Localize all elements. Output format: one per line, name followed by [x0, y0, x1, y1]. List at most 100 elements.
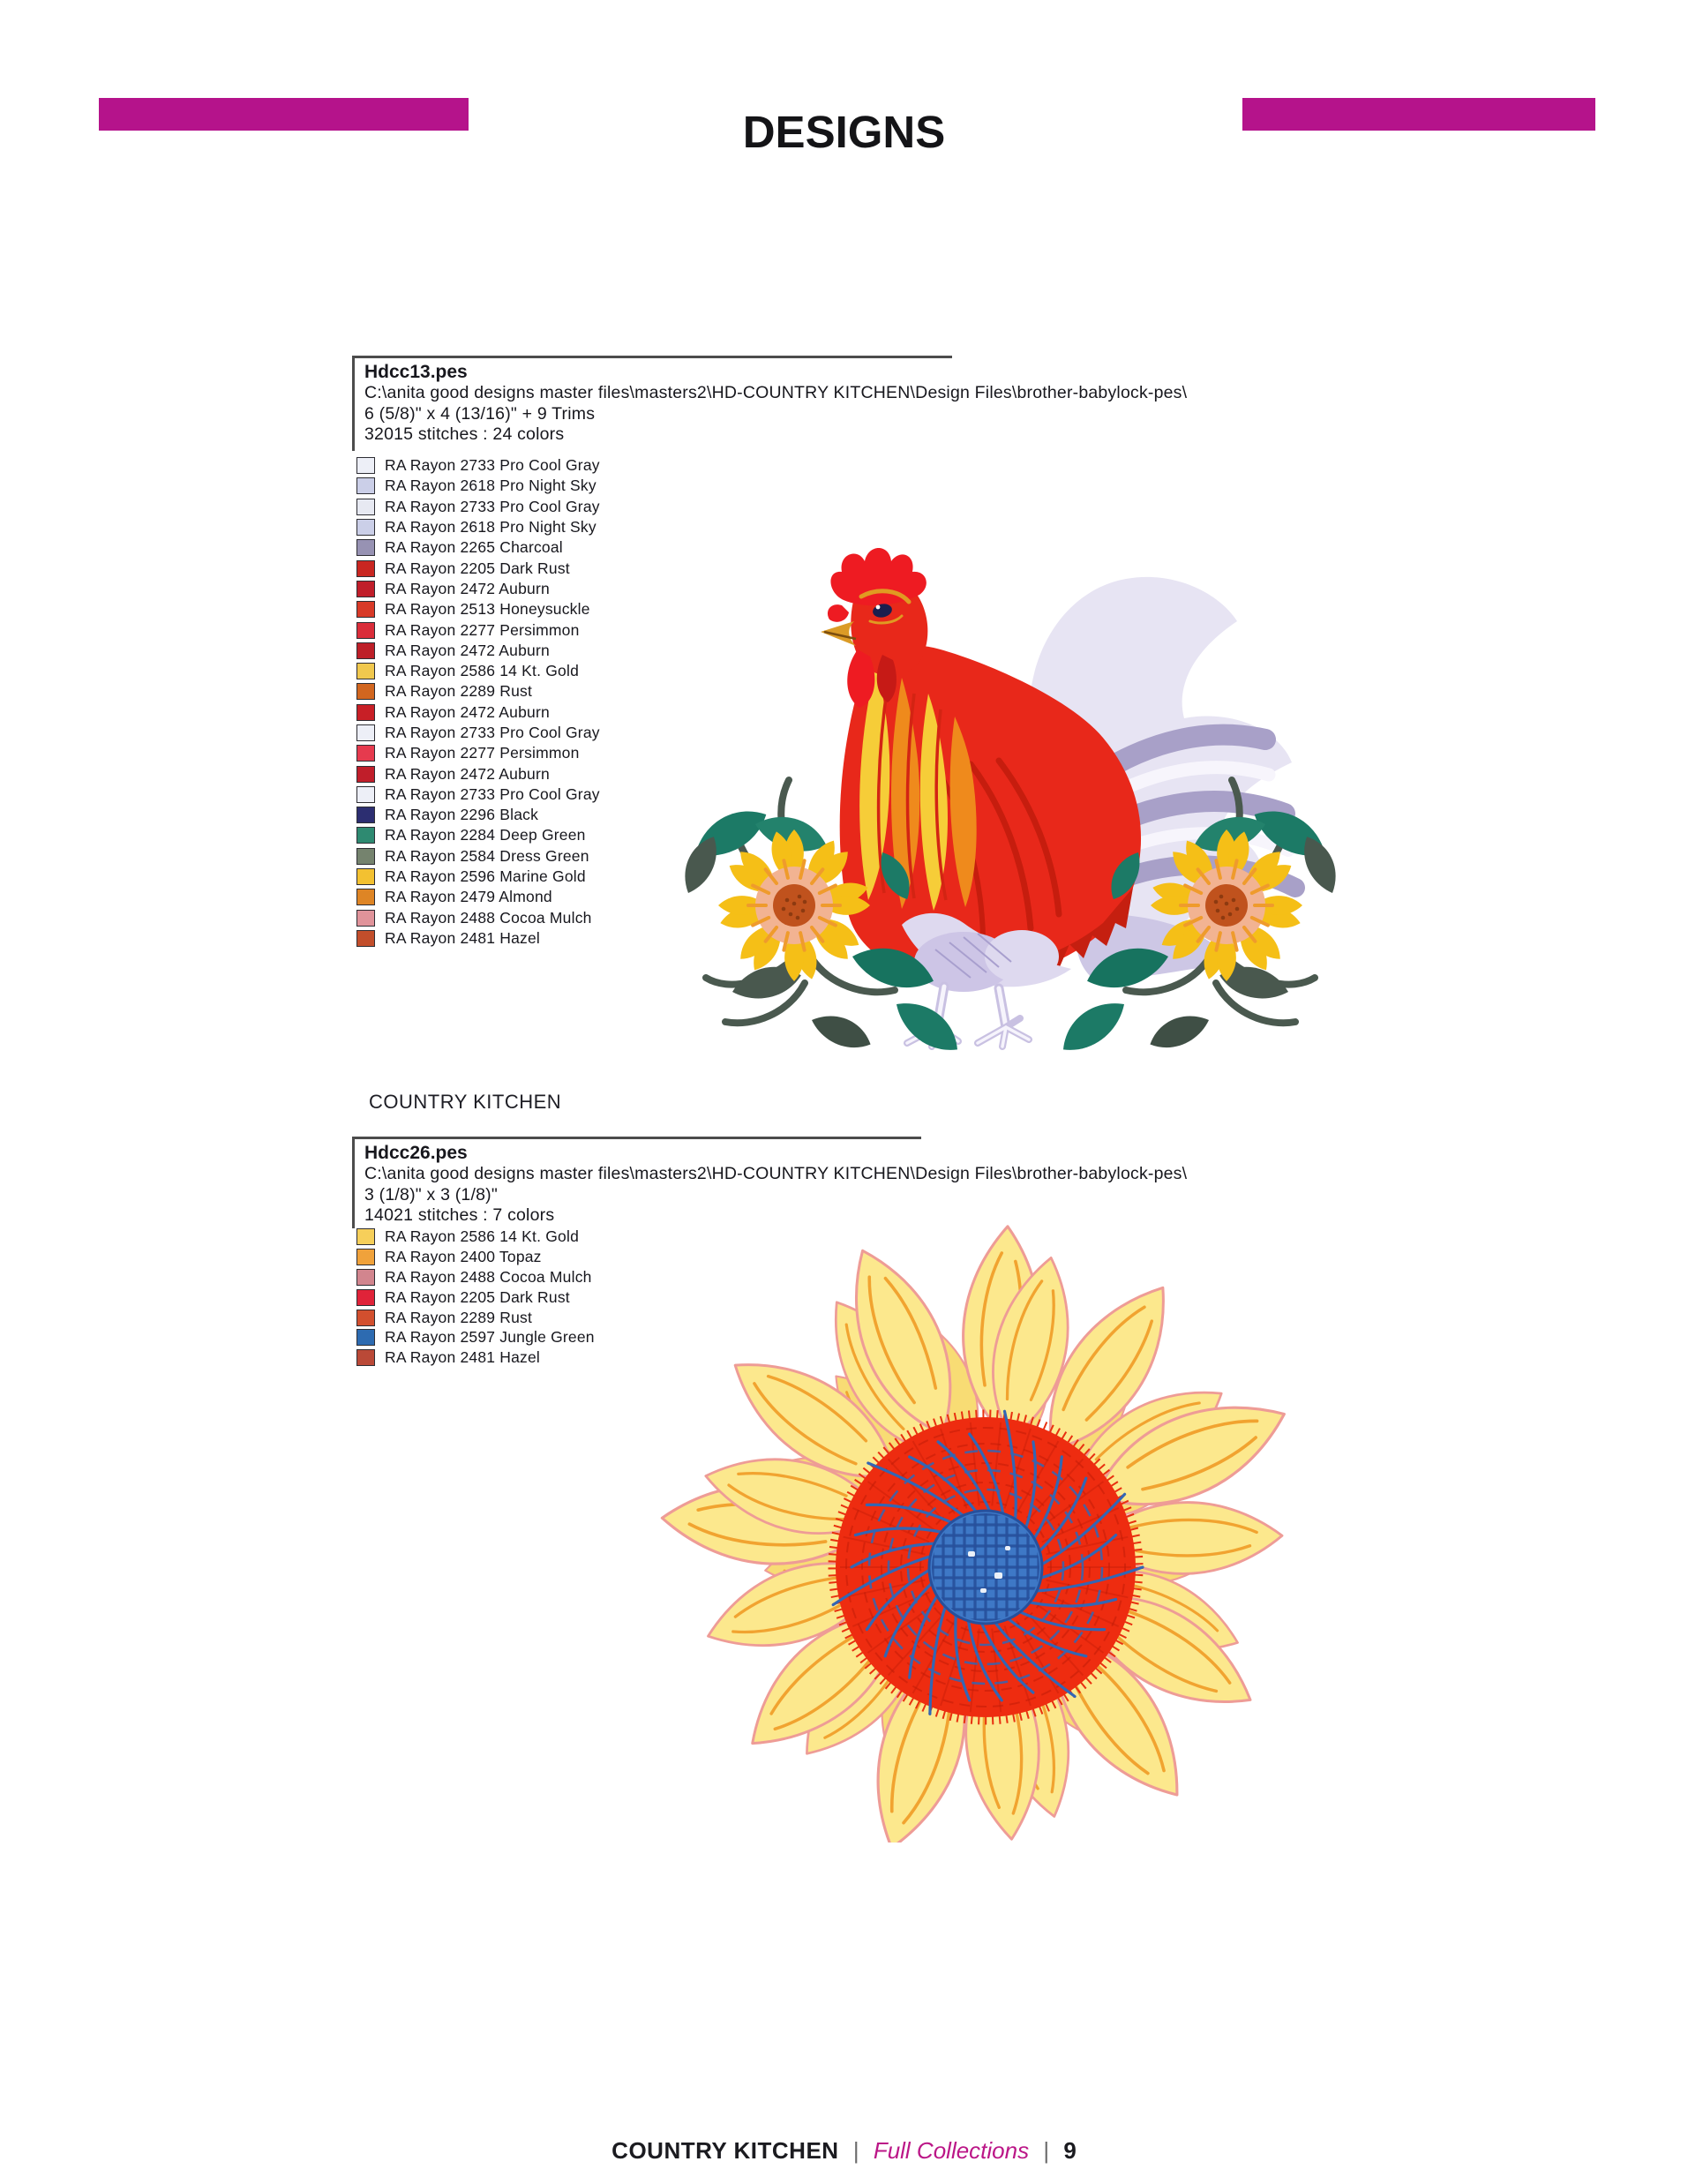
thread-color-swatch — [356, 1248, 375, 1265]
thread-row: RA Rayon 2205 Dark Rust — [356, 1287, 595, 1308]
thread-color-swatch — [356, 929, 375, 947]
wattle — [847, 649, 875, 708]
thread-label: RA Rayon 2265 Charcoal — [385, 538, 563, 557]
design-filename: Hdcc26.pes — [364, 1143, 468, 1163]
thread-label: RA Rayon 2472 Auburn — [385, 641, 550, 659]
page-title: DESIGNS — [742, 107, 946, 158]
footer-section: Full Collections — [873, 2137, 1030, 2164]
rooster-with-sunflowers-illustration — [685, 548, 1341, 1060]
thread-label: RA Rayon 2472 Auburn — [385, 702, 550, 721]
thread-row: RA Rayon 2597 Jungle Green — [356, 1327, 595, 1347]
thread-label: RA Rayon 2472 Auburn — [385, 764, 550, 783]
sunflower-illustration — [660, 1225, 1286, 1843]
thread-row: RA Rayon 2277 Persimmon — [356, 619, 600, 640]
thread-label: RA Rayon 2488 Cocoa Mulch — [385, 1267, 592, 1286]
thread-color-swatch — [356, 765, 375, 783]
thread-row: RA Rayon 2479 Almond — [356, 887, 600, 907]
thread-label: RA Rayon 2205 Dark Rust — [385, 1287, 570, 1306]
footer-collection: COUNTRY KITCHEN — [611, 2137, 839, 2164]
design2-box-top-border — [352, 1137, 921, 1139]
thread-row: RA Rayon 2481 Hazel — [356, 928, 600, 949]
thread-label: RA Rayon 2289 Rust — [385, 682, 533, 701]
thread-color-swatch — [356, 539, 375, 557]
design-filename: Hdcc13.pes — [364, 362, 468, 382]
thread-color-swatch — [356, 1227, 375, 1245]
thread-color-swatch — [356, 477, 375, 495]
thread-label: RA Rayon 2205 Dark Rust — [385, 559, 570, 577]
thread-color-swatch — [356, 1349, 375, 1367]
thread-row: RA Rayon 2488 Cocoa Mulch — [356, 1267, 595, 1287]
thread-row: RA Rayon 2289 Rust — [356, 681, 600, 702]
thread-row: RA Rayon 2472 Auburn — [356, 702, 600, 723]
thread-color-swatch — [356, 703, 375, 721]
thread-color-swatch — [356, 683, 375, 701]
thread-label: RA Rayon 2733 Pro Cool Gray — [385, 724, 600, 741]
thread-color-swatch — [356, 663, 375, 680]
thread-color-swatch — [356, 519, 375, 537]
flower-disc — [828, 1409, 1144, 1725]
beak — [821, 621, 856, 646]
thread-color-swatch — [356, 785, 375, 803]
thread-label: RA Rayon 2479 Almond — [385, 888, 552, 906]
thread-row: RA Rayon 2472 Auburn — [356, 763, 600, 784]
thread-row: RA Rayon 2596 Marine Gold — [356, 867, 600, 887]
design-file-path: C:\anita good designs master files\maste… — [364, 383, 1188, 402]
thread-label: RA Rayon 2733 Pro Cool Gray — [385, 784, 600, 803]
thread-label: RA Rayon 2481 Hazel — [385, 928, 540, 947]
thread-row: RA Rayon 2733 Pro Cool Gray — [356, 455, 600, 476]
thread-row: RA Rayon 2472 Auburn — [356, 579, 600, 599]
thread-color-swatch — [356, 457, 375, 475]
thread-color-swatch — [356, 559, 375, 577]
rooster-head — [821, 548, 928, 708]
small-sunflower — [718, 829, 870, 981]
thread-row: RA Rayon 2513 Honeysuckle — [356, 599, 600, 619]
thread-label: RA Rayon 2733 Pro Cool Gray — [385, 497, 600, 515]
thread-label: RA Rayon 2733 Pro Cool Gray — [385, 456, 600, 475]
design-stitch-count: 14021 stitches : 7 colors — [364, 1205, 555, 1225]
comb — [830, 548, 927, 606]
header-accent-bar-right — [1242, 98, 1595, 131]
thread-label: RA Rayon 2618 Pro Night Sky — [385, 477, 596, 495]
design2-thread-list: RA Rayon 2586 14 Kt. Gold RA Rayon 2400 T… — [356, 1227, 595, 1368]
thread-label: RA Rayon 2289 Rust — [385, 1308, 533, 1326]
design1-box-top-border — [352, 356, 952, 358]
footer-separator: | — [1043, 2137, 1050, 2164]
design1-info: Hdcc13.pes C:\anita good designs master … — [364, 361, 1187, 446]
thread-row: RA Rayon 2400 Topaz — [356, 1247, 595, 1267]
design2-info: Hdcc26.pes C:\anita good designs master … — [364, 1142, 1187, 1227]
thread-label: RA Rayon 2586 14 Kt. Gold — [385, 662, 579, 680]
thread-label: RA Rayon 2277 Persimmon — [385, 620, 580, 639]
thread-label: RA Rayon 2586 14 Kt. Gold — [385, 1227, 579, 1245]
design1-box-left-border — [352, 356, 355, 451]
thread-row: RA Rayon 2265 Charcoal — [356, 537, 600, 558]
design-file-path: C:\anita good designs master files\maste… — [364, 1164, 1188, 1183]
thread-row: RA Rayon 2205 Dark Rust — [356, 558, 600, 578]
thread-label: RA Rayon 2584 Dress Green — [385, 846, 589, 865]
thread-label: RA Rayon 2284 Deep Green — [385, 826, 586, 844]
thread-row: RA Rayon 2733 Pro Cool Gray — [356, 723, 600, 743]
thread-color-swatch — [356, 1268, 375, 1286]
thread-color-swatch — [356, 642, 375, 659]
rooster-legs — [902, 912, 1071, 1050]
thread-color-swatch — [356, 807, 375, 824]
thread-color-swatch — [356, 724, 375, 741]
design-size: 3 (1/8)" x 3 (1/8)" — [364, 1184, 498, 1205]
thread-label: RA Rayon 2400 Topaz — [385, 1247, 542, 1265]
thread-row: RA Rayon 2284 Deep Green — [356, 825, 600, 845]
design2-box-left-border — [352, 1137, 355, 1228]
design1-thread-list: RA Rayon 2733 Pro Cool Gray RA Rayon 2618… — [356, 455, 600, 949]
thread-row: RA Rayon 2481 Hazel — [356, 1347, 595, 1368]
page-footer: COUNTRY KITCHEN | Full Collections | 9 — [0, 2137, 1688, 2165]
thread-row: RA Rayon 2586 14 Kt. Gold — [356, 1227, 595, 1247]
thread-row: RA Rayon 2296 Black — [356, 805, 600, 825]
thread-label: RA Rayon 2296 Black — [385, 806, 539, 824]
thread-color-swatch — [356, 1309, 375, 1326]
thread-color-swatch — [356, 745, 375, 762]
thread-label: RA Rayon 2618 Pro Night Sky — [385, 518, 596, 537]
thread-row: RA Rayon 2277 Persimmon — [356, 743, 600, 763]
thread-label: RA Rayon 2597 Jungle Green — [385, 1328, 595, 1347]
thread-row: RA Rayon 2618 Pro Night Sky — [356, 517, 600, 537]
thread-color-swatch — [356, 827, 375, 844]
footer-separator: | — [852, 2137, 859, 2164]
